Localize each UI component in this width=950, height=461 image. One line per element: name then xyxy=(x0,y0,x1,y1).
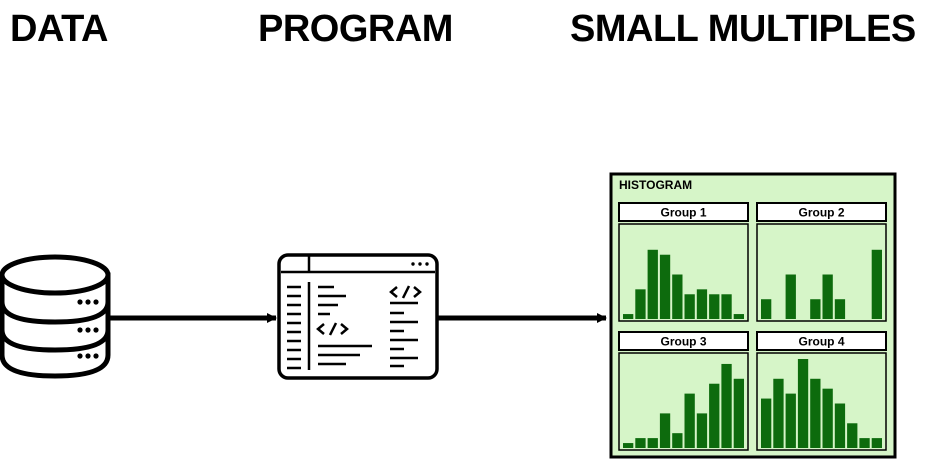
histogram-bar xyxy=(647,438,658,448)
histogram-bar xyxy=(859,438,870,448)
histogram-bar xyxy=(797,359,809,448)
histogram-bar xyxy=(761,398,772,448)
histogram-bar xyxy=(733,314,744,319)
histogram-bar xyxy=(810,299,821,319)
group-header xyxy=(618,202,749,222)
histogram-bar xyxy=(733,378,744,448)
histogram-bar xyxy=(847,423,858,448)
group-header xyxy=(756,331,887,351)
histogram-bar xyxy=(721,363,732,448)
histogram-group-3: Group 3 xyxy=(618,331,749,451)
small-multiples-panel: HISTOGRAM Group 1 Group 2 Group 3 Group 4 xyxy=(609,172,897,459)
histogram-group-2: Group 2 xyxy=(756,202,887,322)
database-icon xyxy=(0,254,111,379)
histogram-bar xyxy=(834,299,846,319)
histogram-bar xyxy=(647,249,658,319)
histogram-bar xyxy=(696,289,708,319)
histogram-bar xyxy=(684,294,695,319)
histogram-bar xyxy=(761,299,772,319)
histogram-bar xyxy=(822,388,833,448)
histogram-bar xyxy=(709,383,720,448)
histogram-bar xyxy=(659,413,671,448)
histogram-bar xyxy=(773,378,784,448)
histogram-bar xyxy=(785,274,796,319)
group-label: Group 3 xyxy=(660,335,706,349)
program-heading: PROGRAM xyxy=(258,8,453,50)
group-plot-area xyxy=(756,223,887,322)
histogram-bar xyxy=(635,438,646,448)
group-label: Group 1 xyxy=(660,206,706,220)
histogram-bar xyxy=(672,433,683,448)
group-header xyxy=(756,202,887,222)
histogram-group-4: Group 4 xyxy=(756,331,887,451)
histogram-title: HISTOGRAM xyxy=(619,178,692,192)
histogram-bar xyxy=(684,393,695,448)
histogram-bar xyxy=(659,254,671,319)
histogram-bar xyxy=(834,403,846,448)
group-header xyxy=(618,331,749,351)
histogram-bar xyxy=(623,443,634,448)
histogram-bar xyxy=(785,393,796,448)
histogram-bar xyxy=(635,289,646,319)
group-label: Group 4 xyxy=(798,335,844,349)
histogram-bar xyxy=(822,274,833,319)
code-window-icon xyxy=(277,253,439,380)
histogram-bar xyxy=(721,294,732,319)
histogram-bar xyxy=(709,294,720,319)
histogram-group-1: Group 1 xyxy=(618,202,749,322)
histogram-bar xyxy=(696,413,708,448)
small-multiples-heading: SMALL MULTIPLES xyxy=(570,8,916,50)
histogram-bar xyxy=(871,249,882,319)
histogram-bar xyxy=(623,314,634,319)
histogram-bar xyxy=(810,378,821,448)
data-heading: DATA xyxy=(10,8,108,50)
histogram-bar xyxy=(672,274,683,319)
group-label: Group 2 xyxy=(798,206,844,220)
histogram-bar xyxy=(871,438,882,448)
